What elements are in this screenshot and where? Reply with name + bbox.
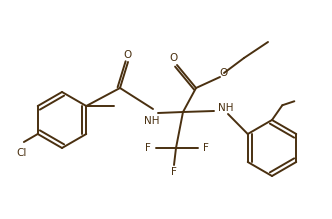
Text: F: F bbox=[171, 167, 177, 177]
Text: O: O bbox=[169, 53, 177, 63]
Text: NH: NH bbox=[144, 116, 160, 126]
Text: O: O bbox=[124, 50, 132, 60]
Text: F: F bbox=[145, 143, 151, 153]
Text: F: F bbox=[203, 143, 209, 153]
Text: NH: NH bbox=[218, 103, 233, 113]
Text: Cl: Cl bbox=[17, 148, 27, 158]
Text: O: O bbox=[219, 68, 227, 78]
